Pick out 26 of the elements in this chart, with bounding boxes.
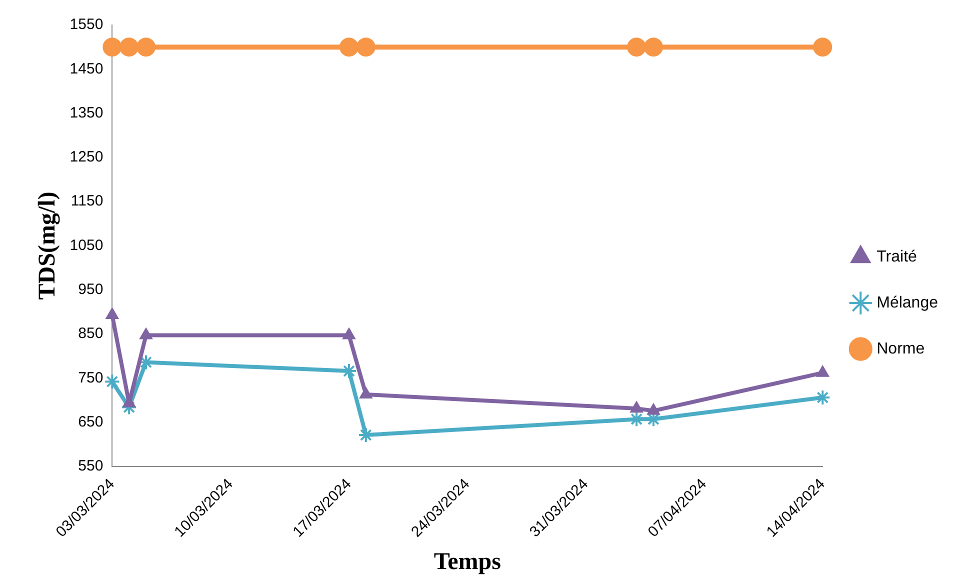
y-tick-label: 650 [78, 413, 104, 430]
y-tick-label: 1250 [70, 148, 104, 166]
y-tick-label: 750 [78, 369, 104, 386]
point [644, 38, 663, 57]
y-tick-label: 1050 [70, 236, 104, 254]
point [104, 374, 120, 390]
point [102, 38, 122, 57]
y-tick-label: 1150 [70, 192, 104, 210]
y-tick-label: 1550 [70, 16, 104, 34]
point [136, 38, 156, 57]
y-tick-label: 850 [78, 325, 104, 342]
point [627, 38, 646, 57]
point [120, 38, 139, 57]
y-tick-label: 550 [78, 458, 104, 475]
point [813, 38, 832, 57]
x-axis-title: Temps [434, 548, 501, 575]
point [630, 401, 644, 413]
point [356, 38, 376, 57]
y-tick-label: 1450 [70, 60, 104, 78]
point [339, 38, 358, 57]
legend-label: Norme [876, 340, 925, 358]
y-tick-label: 1350 [70, 104, 104, 122]
legend-label: Traité [876, 248, 918, 266]
y-tick-label: 950 [78, 280, 104, 298]
y-axis-title: TDS(mg/l) [34, 192, 61, 300]
legend-label: Mélange [876, 294, 938, 312]
